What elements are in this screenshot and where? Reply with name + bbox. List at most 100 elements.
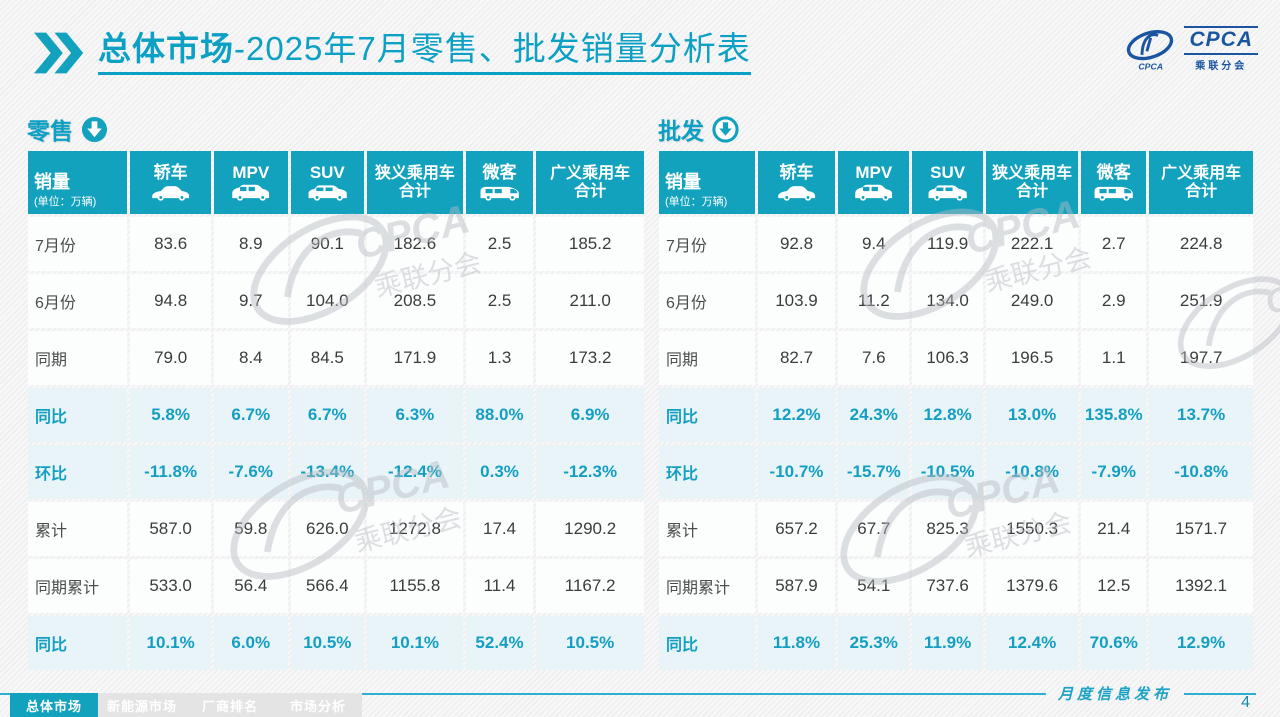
table-cell: 70.6% bbox=[1081, 616, 1147, 670]
table-cell: 222.1 bbox=[986, 217, 1079, 271]
table-row: 环比 -11.8% -7.6% -13.4% -12.4% 0.3% -12.3% bbox=[28, 445, 644, 499]
row-label: 环比 bbox=[659, 445, 755, 499]
table-cell: 12.2% bbox=[757, 388, 836, 442]
svg-text:CPCA: CPCA bbox=[1139, 61, 1164, 71]
wholesale-table: 销量 (单位：万辆) 轿车 MPV SUV 狭义乘用车 合计 微客 广义乘用车 合计 7月份 92.… bbox=[656, 148, 1256, 673]
table-cell: 566.4 bbox=[290, 559, 365, 613]
table-cell: 657.2 bbox=[757, 502, 836, 556]
table-cell: 12.4% bbox=[986, 616, 1079, 670]
table-cell: 2.7 bbox=[1081, 217, 1147, 271]
table-cell: 9.4 bbox=[838, 217, 910, 271]
wholesale-label: 批发 bbox=[658, 118, 704, 144]
sales-unit-header: 销量 (单位：万辆) bbox=[28, 151, 128, 214]
wholesale-table-title: 批发 bbox=[658, 112, 1256, 146]
table-cell: 587.0 bbox=[130, 502, 211, 556]
table-cell: 24.3% bbox=[838, 388, 910, 442]
table-cell: 224.8 bbox=[1149, 217, 1253, 271]
table-cell: 9.7 bbox=[213, 274, 288, 328]
table-cell: 1392.1 bbox=[1149, 559, 1253, 613]
column-header: SUV bbox=[290, 151, 365, 214]
table-cell: 67.7 bbox=[838, 502, 910, 556]
column-header: 轿车 bbox=[130, 151, 211, 214]
mpv-icon bbox=[214, 184, 288, 202]
retail-table-title: 零售 bbox=[27, 112, 647, 146]
table-row: 6月份 103.9 11.2 134.0 249.0 2.9 251.9 bbox=[659, 274, 1253, 328]
table-cell: 79.0 bbox=[130, 331, 211, 385]
row-label: 7月份 bbox=[659, 217, 755, 271]
table-row: 同期 82.7 7.6 106.3 196.5 1.1 197.7 bbox=[659, 331, 1253, 385]
table-cell: 90.1 bbox=[290, 217, 365, 271]
table-cell: 6.7% bbox=[290, 388, 365, 442]
table-cell: 6.7% bbox=[213, 388, 288, 442]
table-cell: 185.2 bbox=[536, 217, 644, 271]
table-cell: 59.8 bbox=[213, 502, 288, 556]
column-header: 轿车 bbox=[757, 151, 836, 214]
row-label: 累计 bbox=[28, 502, 128, 556]
table-cell: 25.3% bbox=[838, 616, 910, 670]
table-cell: 52.4% bbox=[465, 616, 534, 670]
table-cell: -15.7% bbox=[838, 445, 910, 499]
bottom-nav: 总体市场 新能源市场 厂商排名 市场分析 bbox=[10, 693, 362, 717]
table-cell: 11.9% bbox=[912, 616, 984, 670]
table-cell: 1167.2 bbox=[536, 559, 644, 613]
column-header: 广义乘用车 合计 bbox=[536, 151, 644, 214]
header-row: 销量 (单位：万辆) 轿车 MPV SUV 狭义乘用车 合计 微客 广义乘用车 合计 bbox=[659, 151, 1253, 214]
table-cell: 6.0% bbox=[213, 616, 288, 670]
table-cell: 197.7 bbox=[1149, 331, 1253, 385]
van-icon bbox=[1081, 184, 1146, 202]
svg-text:CPCA: CPCA bbox=[1262, 262, 1280, 322]
table-cell: 88.0% bbox=[465, 388, 534, 442]
table-cell: 92.8 bbox=[757, 217, 836, 271]
tab-overall-market[interactable]: 总体市场 bbox=[10, 693, 98, 717]
publish-rule: 月度信息发布 bbox=[0, 683, 1256, 704]
tab-nev-market[interactable]: 新能源市场 bbox=[98, 693, 186, 717]
tab-oem-ranking[interactable]: 厂商排名 bbox=[186, 693, 274, 717]
table-cell: 10.1% bbox=[367, 616, 463, 670]
page-number: 4 bbox=[1241, 694, 1250, 711]
table-cell: 825.3 bbox=[912, 502, 984, 556]
circle-down-outline-icon bbox=[712, 115, 739, 143]
table-cell: -10.8% bbox=[986, 445, 1079, 499]
divider-line bbox=[0, 692, 1046, 695]
table-cell: 8.4 bbox=[213, 331, 288, 385]
slide-header: 总体市场-2025年7月零售、批发销量分析表 CPCA CPCA 乘联分会 bbox=[34, 24, 1258, 82]
table-cell: -12.4% bbox=[367, 445, 463, 499]
table-cell: 56.4 bbox=[213, 559, 288, 613]
table-cell: 104.0 bbox=[290, 274, 365, 328]
table-cell: 171.9 bbox=[367, 331, 463, 385]
table-cell: 94.8 bbox=[130, 274, 211, 328]
table-cell: -10.8% bbox=[1149, 445, 1253, 499]
table-cell: 1550.3 bbox=[986, 502, 1079, 556]
row-label: 同比 bbox=[28, 388, 128, 442]
page-title-bold: 总体市场 bbox=[98, 30, 234, 68]
table-cell: 737.6 bbox=[912, 559, 984, 613]
row-label: 同比 bbox=[659, 616, 755, 670]
table-row: 7月份 83.6 8.9 90.1 182.6 2.5 185.2 bbox=[28, 217, 644, 271]
suv-icon bbox=[912, 184, 983, 202]
table-row: 同比 10.1% 6.0% 10.5% 10.1% 52.4% 10.5% bbox=[28, 616, 644, 670]
row-label: 同期累计 bbox=[28, 559, 128, 613]
table-cell: 82.7 bbox=[757, 331, 836, 385]
table-cell: 2.9 bbox=[1081, 274, 1147, 328]
cpca-logo-text: CPCA 乘联分会 bbox=[1184, 26, 1258, 72]
column-header: SUV bbox=[912, 151, 984, 214]
row-label: 6月份 bbox=[659, 274, 755, 328]
table-cell: 1.1 bbox=[1081, 331, 1147, 385]
table-cell: 54.1 bbox=[838, 559, 910, 613]
tab-market-analysis[interactable]: 市场分析 bbox=[274, 693, 362, 717]
cpca-logo-chinese: 乘联分会 bbox=[1195, 60, 1248, 72]
table-cell: 533.0 bbox=[130, 559, 211, 613]
table-row: 同期累计 587.9 54.1 737.6 1379.6 12.5 1392.1 bbox=[659, 559, 1253, 613]
sedan-icon bbox=[758, 184, 836, 202]
table-cell: 84.5 bbox=[290, 331, 365, 385]
table-cell: 11.8% bbox=[757, 616, 836, 670]
table-row: 6月份 94.8 9.7 104.0 208.5 2.5 211.0 bbox=[28, 274, 644, 328]
column-header: 微客 bbox=[465, 151, 534, 214]
table-cell: 1379.6 bbox=[986, 559, 1079, 613]
table-cell: 2.5 bbox=[465, 217, 534, 271]
table-cell: 7.6 bbox=[838, 331, 910, 385]
double-chevron-icon bbox=[34, 32, 84, 74]
table-cell: 119.9 bbox=[912, 217, 984, 271]
table-cell: -7.6% bbox=[213, 445, 288, 499]
